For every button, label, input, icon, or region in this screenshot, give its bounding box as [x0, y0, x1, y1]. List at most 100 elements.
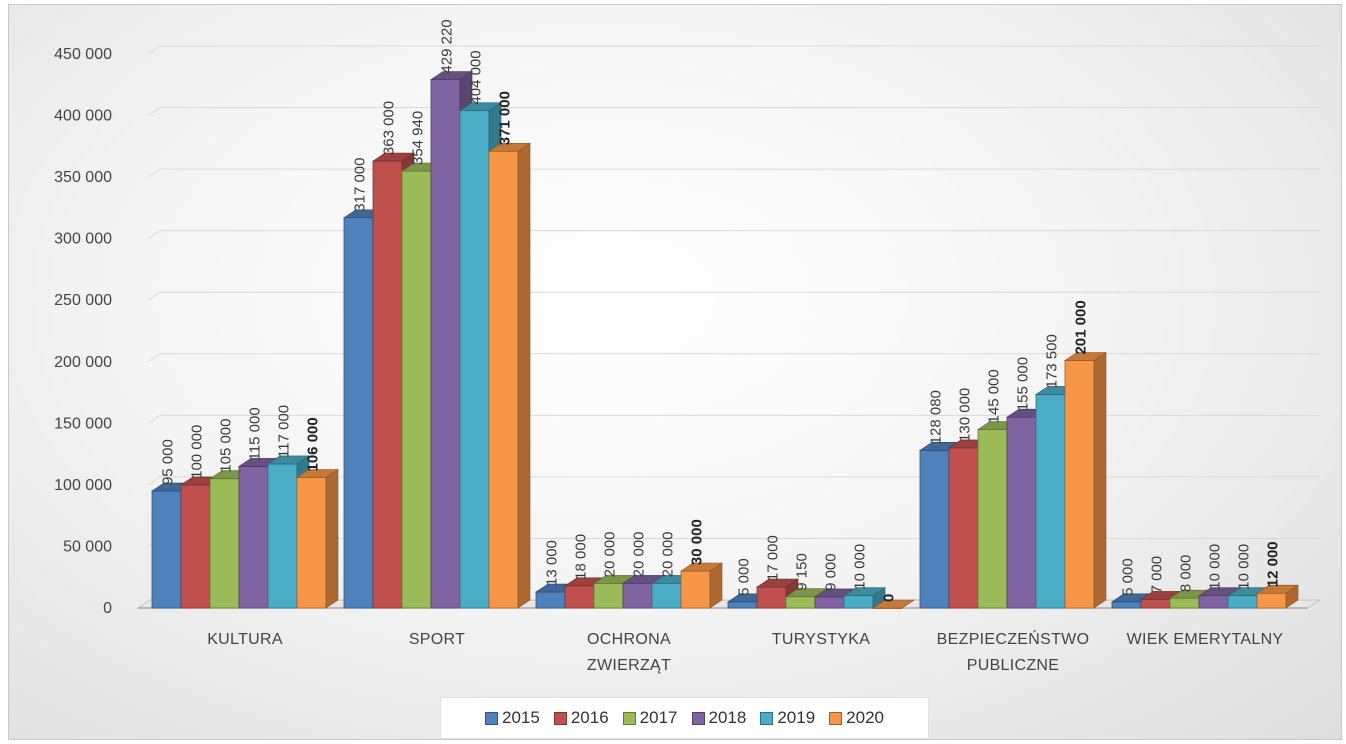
x-category-label: OCHRONA [587, 631, 671, 648]
bar-front [785, 596, 816, 609]
data-label: 429 220 [439, 19, 456, 73]
legend-item-2016: 2016 [553, 708, 609, 728]
legend-label: 2017 [639, 708, 678, 727]
legend-swatch-2017 [622, 711, 636, 725]
bar-chart: 0 50 000 100 000 150 000 200 000 250 000 300 0… [54, 19, 1322, 674]
y-tick-label: 250 000 [54, 292, 112, 309]
data-label: 10 000 [1207, 544, 1224, 590]
bar-front [1198, 595, 1229, 609]
data-label: 106 000 [305, 417, 322, 471]
data-label: 10 000 [852, 544, 869, 590]
bar-top [756, 578, 799, 588]
bar-front [209, 478, 240, 609]
y-tick-label: 150 000 [54, 415, 112, 432]
bar-top [872, 599, 915, 609]
gridline-depth [147, 45, 161, 55]
bar-front [401, 170, 432, 609]
bar-front [343, 217, 374, 609]
data-label: 20 000 [631, 531, 648, 577]
bar-top [430, 71, 473, 80]
x-category-label: TURYSTYKA [772, 631, 870, 648]
bar-front [535, 591, 566, 609]
y-tick-label: 300 000 [54, 231, 112, 248]
data-label: 18 000 [573, 534, 590, 580]
bar-front [180, 484, 211, 609]
x-category-label: PUBLICZNE [967, 657, 1060, 674]
data-label: 128 080 [928, 390, 945, 444]
gridline-depth [147, 291, 161, 301]
bar-front [727, 601, 758, 609]
bar-front [948, 447, 979, 609]
data-label: 130 000 [957, 388, 974, 442]
legend-label: 2018 [708, 708, 747, 727]
data-label: 0 [881, 594, 898, 602]
bar-top [843, 587, 886, 596]
bar-front [488, 150, 519, 609]
legend-item-2017: 2017 [622, 708, 678, 728]
bar-front [1256, 592, 1287, 609]
bar-2020-5 [1256, 584, 1299, 609]
bar-front [1111, 601, 1142, 609]
bar-front [843, 595, 874, 609]
gridline-depth [147, 107, 161, 116]
bar-2020-1 [488, 142, 531, 609]
y-tick-label: 350 000 [54, 169, 112, 186]
gridline-depth [147, 168, 161, 178]
bar-front [151, 490, 182, 609]
data-label: 404 000 [468, 50, 485, 104]
data-label: 20 000 [602, 531, 619, 577]
bar-front [267, 463, 298, 609]
x-category-label: BEZPIECZEŃSTWO [937, 629, 1090, 648]
legend-swatch-2020 [829, 711, 843, 725]
legend: 2015 2016 2017 2018 2019 2020 [440, 697, 929, 739]
x-category-label: KULTURA [207, 631, 283, 648]
data-label: 9 000 [823, 553, 840, 591]
bar-2019-3 [843, 587, 886, 609]
bar-front [459, 110, 490, 609]
bar-side [1093, 351, 1107, 609]
bar-side [325, 468, 339, 609]
legend-label: 2015 [502, 708, 540, 727]
legend-swatch-2015 [485, 711, 499, 725]
data-label: 363 000 [381, 101, 398, 155]
bar-front [1035, 394, 1066, 609]
legend-label: 2016 [570, 708, 609, 727]
bar-2020-3 [872, 599, 915, 609]
gridline-depth [147, 353, 161, 363]
data-label: 30 000 [689, 519, 706, 565]
data-label: 95 000 [160, 439, 177, 485]
y-axis: 0 50 000 100 000 150 000 200 000 250 000 300 0… [54, 46, 112, 617]
data-labels: 95 000 100 000 105 000 115 000 117 000 106 00… [160, 19, 1282, 602]
data-label: 9 150 [794, 553, 811, 591]
bar-2017-2 [593, 574, 636, 609]
data-label: 201 000 [1073, 300, 1090, 354]
data-label: 13 000 [544, 540, 561, 586]
data-label: 8 000 [1178, 555, 1195, 593]
data-label: 317 000 [352, 158, 369, 212]
data-label: 155 000 [1015, 357, 1032, 411]
bar-top [459, 102, 502, 111]
y-tick-label: 450 000 [54, 46, 112, 63]
y-tick-label: 400 000 [54, 108, 112, 125]
bar-2020-4 [1064, 351, 1107, 609]
x-axis: KULTURA SPORT OCHRONA ZWIERZĄT TURYSTYKA BEZP… [207, 629, 1283, 674]
y-tick-label: 100 000 [54, 477, 112, 494]
data-label: 100 000 [189, 425, 206, 479]
legend-item-2015: 2015 [485, 708, 540, 728]
bar-front [238, 466, 269, 609]
bar-top [267, 455, 310, 465]
bar-front [814, 596, 845, 609]
legend-item-2019: 2019 [760, 708, 815, 728]
bar-top [488, 142, 531, 152]
data-label: 17 000 [765, 535, 782, 581]
chart-area: 0 50 000 100 000 150 000 200 000 250 000 300 0… [8, 4, 1342, 740]
data-label: 354 940 [410, 111, 427, 165]
gridline-depth [147, 230, 161, 240]
data-label: 10 000 [1236, 544, 1253, 590]
bar-top [1064, 352, 1107, 361]
y-tick-label: 200 000 [54, 354, 112, 371]
data-label: 20 000 [660, 531, 677, 577]
data-label: 117 000 [276, 405, 293, 458]
bar-front [296, 477, 327, 609]
bar-side [517, 142, 531, 609]
